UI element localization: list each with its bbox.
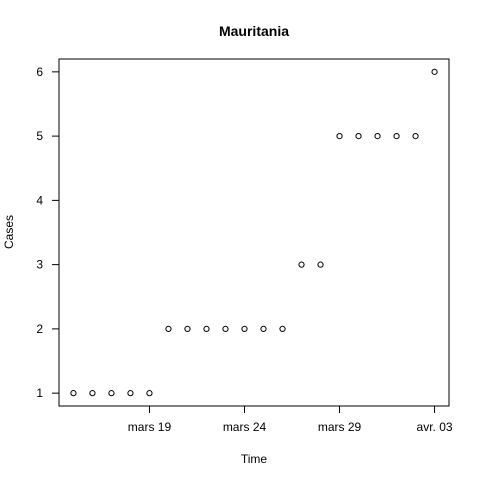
data-point [317,261,324,268]
data-point [431,68,438,75]
data-point [184,325,191,332]
data-point [89,390,96,397]
y-tick-label: 4 [36,193,43,207]
y-axis: 1 2 3 4 5 6 [36,65,59,400]
data-points [70,68,438,397]
data-point [146,390,153,397]
data-point [222,325,229,332]
x-axis-label: Time [241,452,268,466]
data-point [412,133,419,140]
x-tick-label: mars 29 [318,420,362,434]
data-point [108,390,115,397]
data-point [279,325,286,332]
x-axis: mars 19 mars 24 mars 29 avr. 03 [128,406,453,434]
y-tick-label: 6 [36,65,43,79]
plot-frame [58,58,450,407]
data-point [355,133,362,140]
data-point [70,390,77,397]
y-tick-label: 5 [36,129,43,143]
data-point [374,133,381,140]
data-point [203,325,210,332]
y-tick-label: 1 [36,386,43,400]
x-tick-label: mars 19 [128,420,172,434]
data-point [260,325,267,332]
data-point [336,133,343,140]
data-point [241,325,248,332]
chart-title: Mauritania [219,23,289,39]
y-axis-label: Cases [2,215,16,249]
data-point [165,325,172,332]
data-point [393,133,400,140]
y-tick-label: 3 [36,258,43,272]
x-tick-label: avr. 03 [417,420,453,434]
data-point [298,261,305,268]
y-tick-label: 2 [36,322,43,336]
x-tick-label: mars 24 [223,420,267,434]
data-point [127,390,134,397]
